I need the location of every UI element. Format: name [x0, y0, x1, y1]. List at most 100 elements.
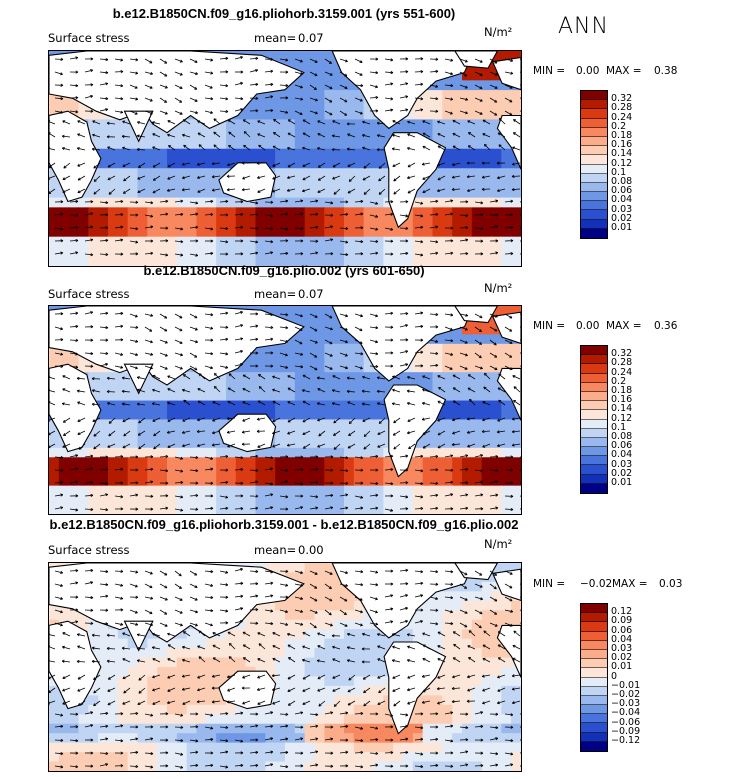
panel-1-mean-value: 0.07 [298, 31, 324, 45]
colorbar-swatch [581, 649, 607, 660]
colorbar-label: 0 [611, 670, 618, 682]
panel-2-map [48, 305, 522, 515]
panel-3-max-value: 0.03 [659, 578, 683, 590]
colorbar-label: 0.14 [611, 403, 633, 415]
colorbar-swatch [581, 447, 607, 457]
colorbar-swatch [581, 136, 607, 147]
colorbar-label: 0.01 [611, 477, 633, 488]
colorbar-label: 0.16 [611, 139, 633, 151]
colorbar-swatch [581, 437, 607, 448]
colorbar-label: 0.12 [611, 157, 633, 169]
colorbar-label: 0.03 [611, 643, 633, 654]
colorbar-swatch [581, 100, 607, 110]
colorbar-swatch [581, 640, 607, 650]
colorbar-label: 0.32 [611, 348, 633, 360]
colorbar-swatch [581, 428, 607, 438]
colorbar-swatch [581, 127, 607, 137]
colorbar-label: 0.02 [611, 467, 633, 479]
colorbar-swatch [581, 173, 607, 183]
colorbar-label: 0.32 [611, 93, 633, 105]
colorbar-label: 0.08 [611, 431, 633, 442]
panel-1-mean-label: mean= [254, 31, 297, 45]
colorbar-label: 0.06 [611, 440, 633, 452]
panel-1-map [48, 50, 522, 267]
colorbar-label: −0.02 [611, 689, 641, 700]
panel-2-max-label: MAX = [606, 320, 642, 332]
panel-2-max-value: 0.36 [654, 320, 678, 332]
colorbar-label: 0.01 [611, 661, 633, 673]
colorbar-label: −0.12 [611, 735, 641, 746]
panel-2-min-value: 0.00 [576, 320, 600, 332]
colorbar-swatch [581, 465, 607, 475]
colorbar-swatch [581, 419, 607, 429]
panel-2-min-label: MIN = [533, 320, 566, 332]
colorbar-label: 0.08 [611, 176, 633, 187]
panel-1-max-label: MAX = [606, 65, 642, 77]
colorbar-label: 0.04 [611, 633, 633, 645]
colorbar-label: 0.09 [611, 615, 633, 627]
colorbar-swatch [581, 391, 607, 402]
colorbar-label: 0.02 [611, 212, 633, 224]
colorbar-swatch [581, 192, 607, 202]
colorbar-swatch [581, 91, 607, 101]
colorbar-label: 0.14 [611, 148, 633, 160]
colorbar-swatch [581, 228, 607, 238]
panel-1-units: N/m² [484, 25, 513, 39]
panel-3-map [48, 562, 522, 772]
colorbar-swatch [581, 155, 607, 165]
colorbar-swatch [581, 364, 607, 374]
colorbar-label: 0.06 [611, 624, 633, 636]
colorbar-label: −0.03 [611, 698, 641, 710]
colorbar-swatch [581, 382, 607, 392]
colorbar-label: 0.12 [611, 412, 633, 424]
panel-3-variable: Surface stress [48, 543, 130, 557]
colorbar-label: 0.1 [611, 166, 627, 178]
panel-3-units: N/m² [484, 537, 513, 551]
colorbar-label: 0.18 [611, 385, 633, 396]
panel-2-units: N/m² [484, 281, 513, 295]
panel-3-colorbar [580, 603, 608, 752]
colorbar-label: 0.02 [611, 652, 633, 664]
panel-2-variable: Surface stress [48, 287, 130, 301]
colorbar-swatch [581, 346, 607, 356]
panel-3-title: b.e12.B1850CN.f09_g16.pliohorb.3159.001 … [49, 517, 519, 532]
colorbar-label: 0.2 [611, 375, 627, 387]
panel-2-mean-value: 0.07 [298, 287, 324, 301]
colorbar-swatch [581, 622, 607, 632]
colorbar-label: −0.01 [611, 679, 641, 691]
panel-1-colorbar [580, 90, 608, 239]
colorbar-label: −0.04 [611, 707, 641, 719]
panel-1-min-label: MIN = [533, 65, 566, 77]
season-label: ANN [558, 14, 609, 39]
colorbar-swatch [581, 164, 607, 174]
colorbar-label: 0.01 [611, 222, 633, 233]
colorbar-swatch [581, 201, 607, 211]
colorbar-label: 0.03 [611, 203, 633, 215]
colorbar-label: 0.18 [611, 130, 633, 141]
colorbar-swatch [581, 714, 607, 724]
panel-3-mean-label: mean= [254, 543, 297, 557]
colorbar-swatch [581, 732, 607, 742]
colorbar-swatch [581, 659, 607, 669]
colorbar-label: 0.04 [611, 194, 633, 206]
colorbar-swatch [581, 705, 607, 715]
colorbar-label: 0.03 [611, 458, 633, 470]
colorbar-swatch [581, 146, 607, 156]
panel-3-min-value: −0.02 [580, 578, 613, 590]
colorbar-label: 0.06 [611, 185, 633, 197]
colorbar-label: 0.28 [611, 357, 633, 369]
colorbar-swatch [581, 613, 607, 623]
colorbar-label: 0.24 [611, 111, 633, 123]
colorbar-swatch [581, 456, 607, 466]
colorbar-swatch [581, 604, 607, 614]
colorbar-swatch [581, 677, 607, 687]
colorbar-label: 0.12 [611, 606, 633, 618]
colorbar-swatch [581, 410, 607, 420]
colorbar-swatch [581, 483, 607, 493]
colorbar-label: 0.1 [611, 421, 627, 433]
colorbar-swatch [581, 109, 607, 119]
colorbar-swatch [581, 210, 607, 220]
panel-1-max-value: 0.38 [654, 65, 678, 77]
colorbar-label: −0.06 [611, 716, 641, 728]
panel-3-max-label: MAX = [612, 578, 648, 590]
